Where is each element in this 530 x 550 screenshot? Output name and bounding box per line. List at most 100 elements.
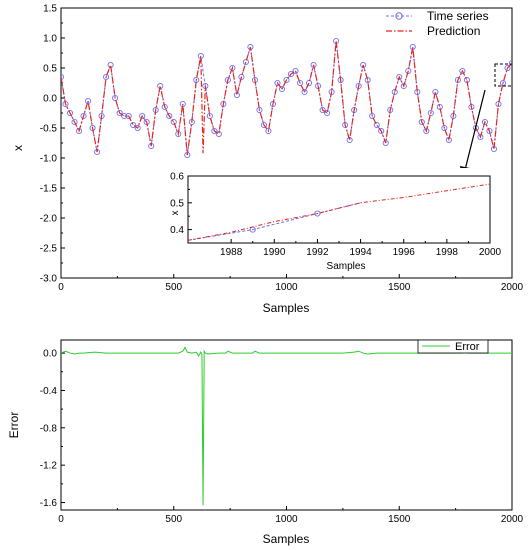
time-series-point [170, 118, 177, 126]
time-series-point [256, 106, 263, 114]
time-series-point [139, 112, 146, 120]
time-series-point [373, 121, 380, 129]
time-series-point [423, 127, 430, 135]
time-series-point [391, 88, 398, 96]
main-y-axis-label: x [11, 145, 25, 151]
time-series-point [292, 67, 299, 75]
inset-x-tick-label: 1988 [220, 247, 243, 258]
error-y-axis-label: Error [7, 412, 21, 439]
time-series-point [134, 124, 141, 132]
time-series-point [378, 127, 385, 135]
main-x-ticks: 0 500 1000 1500 2000 [58, 274, 524, 293]
main-x-tick-label: 2000 [501, 282, 524, 293]
main-x-tick-label: 500 [165, 282, 182, 293]
main-chart: 0 500 1000 1500 2000 1.5 1.0 0.5 0.0 -0.5 -1.0 -1.… [11, 4, 524, 316]
main-y-tick-label: -2.5 [40, 244, 58, 255]
time-series-point [265, 127, 272, 135]
main-y-tick-label: -1.5 [40, 184, 58, 195]
error-y-tick-label: 0.0 [43, 349, 57, 360]
inset-y-tick-label: 0.4 [170, 225, 184, 236]
time-series-point [278, 85, 286, 93]
main-x-tick-label: 1500 [388, 282, 411, 293]
time-series-point [305, 79, 313, 87]
inset-y-ticks: 0.4 0.5 0.6 [170, 172, 192, 236]
inset-x-tick-label: 1996 [393, 247, 416, 258]
time-series-line [61, 40, 512, 156]
time-series-point [71, 118, 78, 126]
time-series-markers [61, 37, 512, 159]
time-series-point [454, 76, 461, 84]
main-y-tick-label: -1.0 [40, 154, 58, 165]
time-series-point [427, 109, 434, 117]
time-series-point [112, 94, 119, 102]
error-y-ticks: 0.0 -0.4 -0.8 -1.2 -1.6 [40, 349, 65, 509]
error-x-tick-label: 1500 [388, 514, 411, 525]
main-x-tick-label: 1000 [275, 282, 298, 293]
error-x-tick-label: 2000 [501, 514, 524, 525]
error-y-tick-label: -1.2 [40, 461, 58, 472]
time-series-point [211, 127, 218, 135]
time-series-point [508, 60, 512, 67]
inset-y-tick-label: 0.5 [170, 198, 184, 209]
main-y-tick-label: -3.0 [40, 274, 58, 285]
time-series-point [346, 136, 353, 144]
inset-x-tick-label: 1994 [349, 247, 372, 258]
time-series-point [238, 73, 245, 81]
time-series-point [130, 121, 137, 129]
main-x-tick-label: 0 [58, 282, 64, 293]
time-series-point [441, 124, 448, 132]
inset-y-axis-label: x [170, 211, 181, 216]
error-x-tick-label: 0 [58, 514, 64, 525]
main-legend: Time series Prediction [386, 9, 489, 38]
legend-time-series-marker [395, 12, 403, 20]
error-x-tick-label: 500 [165, 514, 182, 525]
time-series-point [66, 109, 74, 117]
time-series-point [369, 112, 376, 120]
inset-y-tick-label: 0.6 [170, 172, 184, 183]
time-series-point [75, 127, 83, 135]
error-x-ticks: 0 500 1000 1500 2000 [58, 506, 524, 525]
inset-prediction-line [188, 183, 490, 241]
time-series-point [382, 139, 389, 147]
inset-background [160, 168, 498, 273]
zoom-arrow [464, 89, 486, 171]
main-y-tick-label: 0.0 [43, 94, 57, 105]
inset-x-tick-label: 1990 [263, 247, 286, 258]
prediction-line [61, 40, 512, 156]
main-y-tick-label: -2.0 [40, 214, 58, 225]
main-y-tick-label: 1.5 [43, 4, 57, 15]
inset-chart: 1988 1990 1992 1994 1996 1998 2000 0.4 0.5 0.6 S… [160, 168, 502, 273]
time-series-point [400, 82, 407, 90]
time-series-point [486, 127, 493, 135]
time-series-point [287, 70, 295, 78]
error-y-tick-label: -0.4 [40, 386, 58, 397]
main-x-axis-label: Samples [263, 301, 310, 315]
time-series-point [459, 67, 466, 75]
error-x-axis-label: Samples [263, 532, 310, 546]
error-y-tick-label: -1.6 [40, 498, 58, 509]
time-series-point [396, 73, 403, 81]
time-series-point [166, 112, 173, 120]
main-y-ticks: 1.5 1.0 0.5 0.0 -0.5 -1.0 -1.5 -2.0 -2.5 -3.0 [40, 4, 65, 285]
inset-x-tick-label: 1998 [436, 247, 459, 258]
time-series-point [324, 109, 331, 117]
time-series-point [103, 73, 110, 81]
time-series-point [116, 109, 123, 117]
error-chart: 0 500 1000 1500 2000 0.0 -0.4 -0.8 -1.2 -1.6 Sam… [7, 339, 524, 546]
inset-x-tick-label: 2000 [479, 247, 502, 258]
legend-error-label: Error [455, 341, 480, 353]
inset-x-axis-label: Samples [327, 261, 366, 272]
time-series-point [477, 133, 484, 141]
main-y-tick-label: 1.0 [43, 34, 57, 45]
main-y-tick-label: 0.5 [43, 64, 57, 75]
time-series-point [206, 112, 213, 120]
time-series-point [296, 79, 304, 87]
legend-prediction-label: Prediction [427, 24, 480, 38]
time-series-point [80, 112, 87, 120]
time-series-point [242, 58, 249, 66]
time-series-point [301, 88, 308, 96]
zoom-region-box [494, 63, 513, 87]
time-series-point [504, 64, 511, 72]
main-y-tick-label: -0.5 [40, 124, 58, 135]
